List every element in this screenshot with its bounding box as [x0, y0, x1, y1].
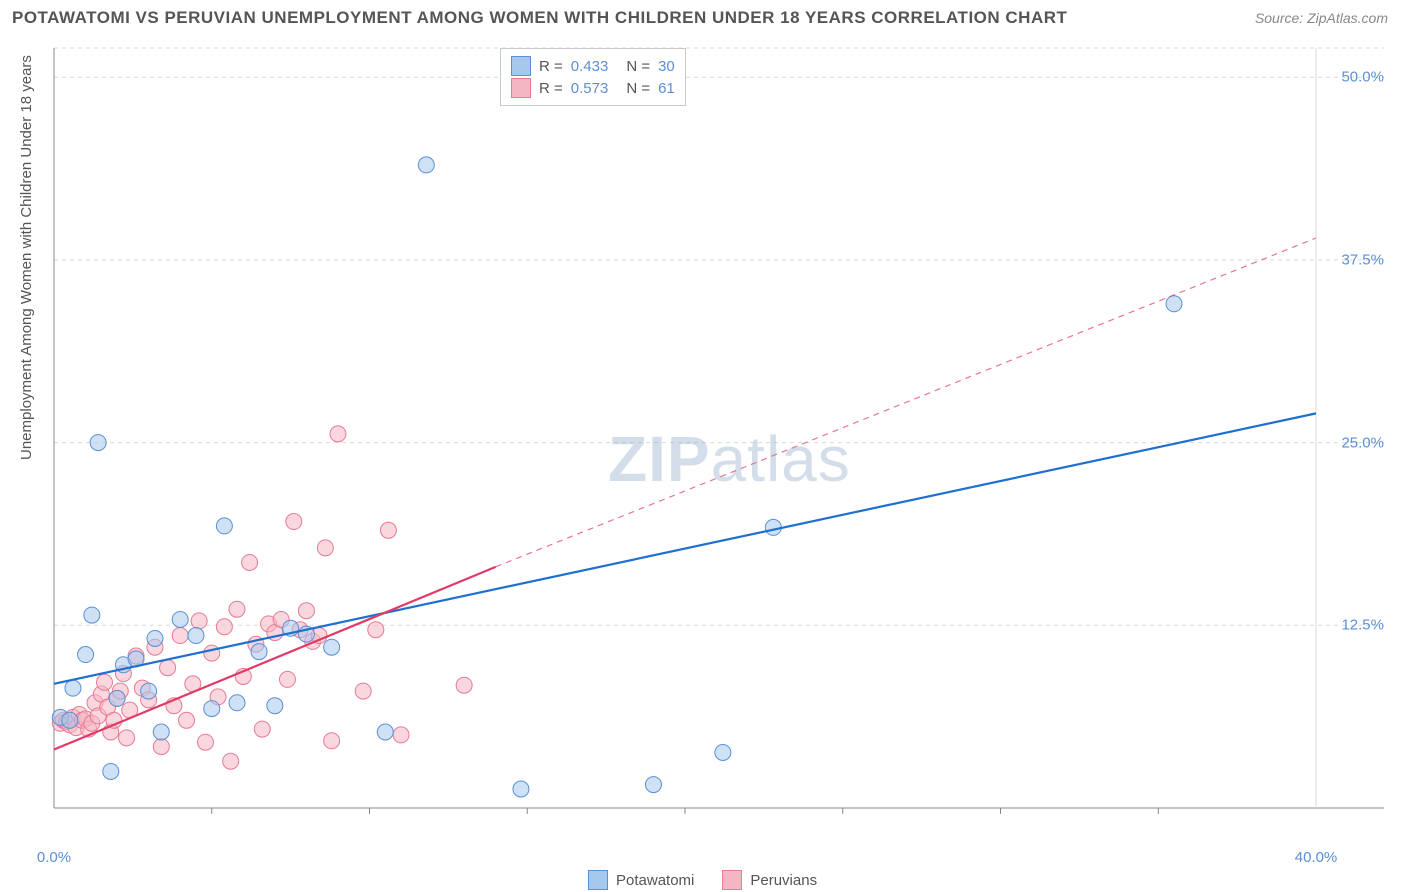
- y-tick-label: 50.0%: [1341, 69, 1384, 86]
- legend-n-label: N =: [626, 80, 650, 97]
- source-label: Source: ZipAtlas.com: [1255, 10, 1388, 26]
- scatter-plot: [48, 42, 1388, 814]
- legend-n-label: N =: [626, 58, 650, 75]
- swatch-icon: [722, 870, 742, 890]
- correlation-legend: R = 0.433 N = 30 R = 0.573 N = 61: [500, 48, 686, 106]
- legend-r-value: 0.433: [571, 58, 609, 75]
- legend-n-value: 30: [658, 58, 675, 75]
- legend-label: Peruvians: [750, 872, 817, 889]
- series-legend: Potawatomi Peruvians: [588, 870, 817, 890]
- swatch-icon: [511, 78, 531, 98]
- y-tick-label: 25.0%: [1341, 434, 1384, 451]
- legend-r-label: R =: [539, 58, 563, 75]
- chart-title: POTAWATOMI VS PERUVIAN UNEMPLOYMENT AMON…: [12, 8, 1067, 28]
- swatch-icon: [511, 56, 531, 76]
- y-tick-label: 37.5%: [1341, 251, 1384, 268]
- legend-row: R = 0.573 N = 61: [511, 77, 675, 99]
- legend-n-value: 61: [658, 80, 675, 97]
- chart-area: R = 0.433 N = 30 R = 0.573 N = 61 ZIPatl…: [48, 42, 1388, 842]
- y-axis-label: Unemployment Among Women with Children U…: [18, 55, 35, 460]
- legend-label: Potawatomi: [616, 872, 694, 889]
- legend-item: Potawatomi: [588, 870, 694, 890]
- legend-item: Peruvians: [722, 870, 817, 890]
- x-tick-label: 0.0%: [37, 849, 71, 866]
- swatch-icon: [588, 870, 608, 890]
- y-tick-label: 12.5%: [1341, 617, 1384, 634]
- legend-row: R = 0.433 N = 30: [511, 55, 675, 77]
- chart-container: POTAWATOMI VS PERUVIAN UNEMPLOYMENT AMON…: [0, 0, 1406, 892]
- legend-r-label: R =: [539, 80, 563, 97]
- legend-r-value: 0.573: [571, 80, 609, 97]
- x-tick-label: 40.0%: [1295, 849, 1338, 866]
